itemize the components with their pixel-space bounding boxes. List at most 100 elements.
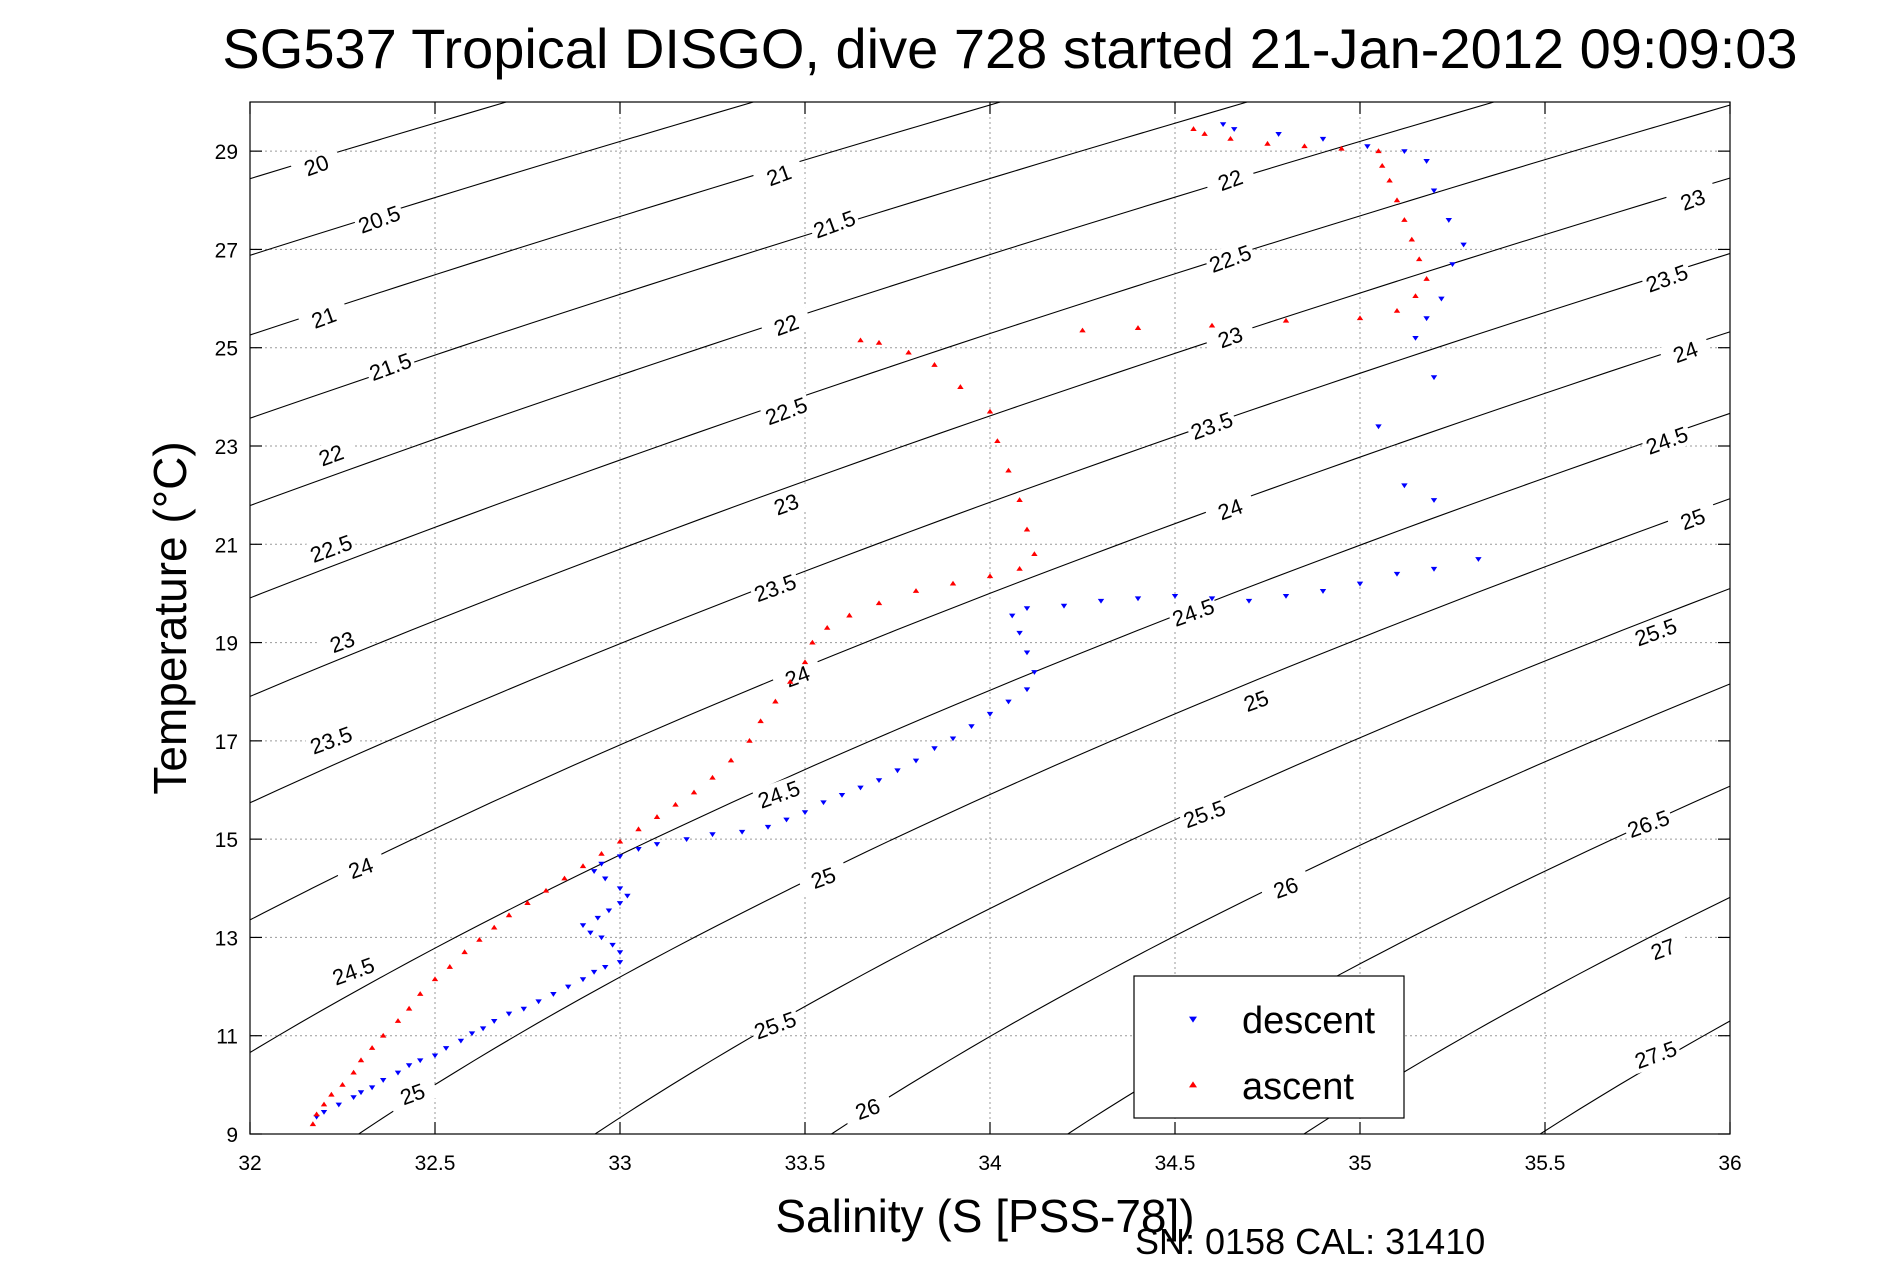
descent-point xyxy=(457,1038,465,1044)
descent-point xyxy=(1134,596,1142,602)
ascent-point xyxy=(505,912,513,918)
contour-label-background xyxy=(326,951,380,991)
contour-label-background xyxy=(1621,803,1675,843)
x-tick-label: 32.5 xyxy=(415,1152,456,1175)
density-contours xyxy=(250,102,1730,1134)
descent-point xyxy=(405,1063,413,1069)
descent-point xyxy=(1430,188,1438,194)
descent-point xyxy=(579,923,587,929)
descent-point xyxy=(1375,424,1382,430)
ascent-point xyxy=(598,851,605,856)
ascent-point xyxy=(1016,497,1023,502)
x-tick-label: 32 xyxy=(238,1152,261,1175)
ascent-point xyxy=(1134,325,1142,330)
descent-point xyxy=(431,1053,439,1059)
chart-title: SG537 Tropical DISGO, dive 728 started 2… xyxy=(222,17,1797,80)
descent-point xyxy=(912,758,920,764)
descent-point xyxy=(801,810,809,815)
ascent-point xyxy=(653,814,661,819)
contour-label-background xyxy=(334,848,388,888)
ascent-point xyxy=(1412,293,1419,299)
ascent-point xyxy=(727,757,735,763)
ascent-point xyxy=(1393,197,1401,203)
descent-point xyxy=(1460,242,1467,248)
contour-label: 23.5 xyxy=(1187,407,1236,445)
contour-label: 23.5 xyxy=(1643,259,1692,297)
descent-point xyxy=(1282,593,1290,599)
descent-point xyxy=(1319,589,1327,594)
contour-label: 22.5 xyxy=(1206,240,1255,278)
contour-label-background xyxy=(748,568,802,608)
ascent-point xyxy=(561,875,568,881)
density-contour-line xyxy=(1066,785,1730,1134)
descent-point xyxy=(1430,375,1438,381)
density-contour-line xyxy=(250,252,1730,804)
legend-marker-ascent-symbol xyxy=(1189,1081,1197,1088)
contour-label-background xyxy=(840,1089,895,1128)
x-tick-label: 33.5 xyxy=(785,1152,826,1175)
descent-point xyxy=(394,1070,402,1076)
descent-point xyxy=(1031,670,1038,675)
ascent-point xyxy=(672,801,679,807)
contour-label: 23.5 xyxy=(751,569,800,607)
descent-point xyxy=(590,869,598,874)
contour-label-background xyxy=(759,484,813,524)
ascent-point xyxy=(339,1081,346,1087)
ascent-point xyxy=(1379,163,1386,168)
descent-point xyxy=(616,950,624,956)
descent-point xyxy=(1393,571,1401,577)
descent-point xyxy=(709,832,716,838)
density-contour-line xyxy=(250,102,1250,419)
ascent-point xyxy=(1386,177,1393,183)
y-tick-label: 17 xyxy=(215,731,238,754)
descent-point xyxy=(380,1078,387,1083)
ascent-point xyxy=(446,964,453,969)
y-tick-label: 13 xyxy=(215,927,238,950)
descent-point xyxy=(1445,218,1452,223)
ascent-point xyxy=(1005,467,1012,473)
descent-point xyxy=(602,876,609,882)
contour-label-background xyxy=(315,622,369,662)
y-tick-label: 11 xyxy=(216,1026,238,1049)
ascent-point xyxy=(1375,148,1382,154)
density-contour-line xyxy=(357,498,1730,1134)
ascent-point xyxy=(875,339,883,345)
descent-point xyxy=(1231,127,1238,132)
ascent-point xyxy=(949,580,957,586)
x-axis-title: Salinity (S [PSS-78]) xyxy=(775,1190,1194,1242)
ascent-point xyxy=(328,1091,335,1097)
descent-point xyxy=(1412,335,1419,341)
contour-label-background xyxy=(1203,317,1257,357)
density-contour-line xyxy=(250,102,1496,507)
contour-label-background xyxy=(1629,612,1683,652)
ascent-point xyxy=(801,659,809,665)
legend-marker-descent-symbol xyxy=(1189,1016,1197,1023)
descent-point xyxy=(605,908,613,914)
contour-label-background xyxy=(1629,1034,1683,1074)
descent-point xyxy=(1430,566,1438,572)
ascent-point xyxy=(1227,135,1234,141)
density-contour-line xyxy=(250,177,1730,698)
contour-label: 25.5 xyxy=(1180,795,1229,833)
ascent-point xyxy=(394,1018,402,1023)
ascent-point xyxy=(1264,140,1271,146)
ascent-point xyxy=(417,991,424,996)
descent-point xyxy=(1208,596,1216,602)
ascent-point xyxy=(772,698,779,704)
x-tick-label: 33 xyxy=(608,1152,631,1175)
contour-label-background xyxy=(304,720,358,760)
descent-point xyxy=(635,847,642,852)
ascent-point xyxy=(368,1045,376,1050)
ascent-point xyxy=(690,789,698,795)
ascent-point xyxy=(635,826,642,832)
contour-label: 22.5 xyxy=(307,530,356,568)
ascent-point xyxy=(1356,315,1364,321)
descent-point xyxy=(857,785,864,791)
descent-point xyxy=(1097,598,1105,604)
contour-label-background xyxy=(1203,238,1257,278)
descent-point xyxy=(442,1046,450,1051)
ascent-point xyxy=(787,679,794,684)
descent-point xyxy=(565,984,572,990)
descent-point xyxy=(1430,498,1438,503)
